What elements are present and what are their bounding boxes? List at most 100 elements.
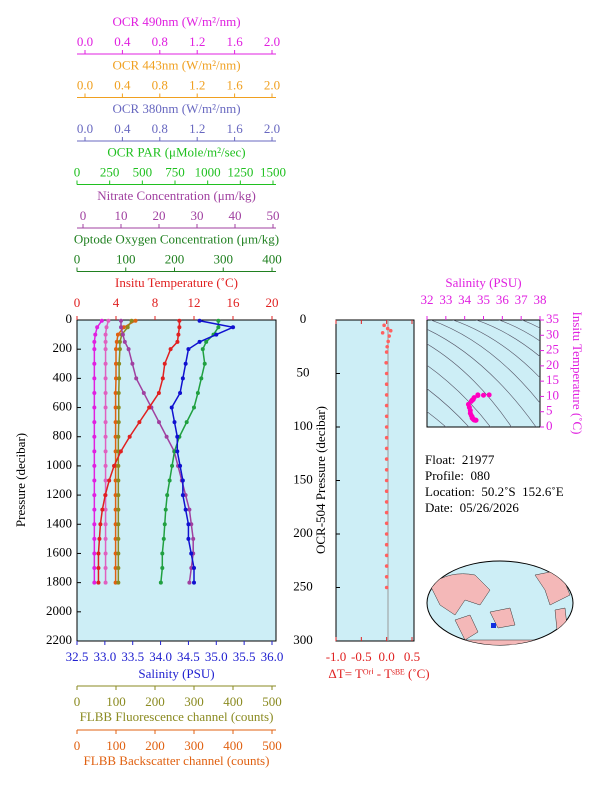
profile-point: [164, 434, 169, 439]
profile-point: [187, 507, 192, 512]
y-tick-label: 200: [53, 340, 73, 355]
x-tick-label: 500: [262, 738, 282, 753]
delta-point: [384, 478, 389, 483]
x-tick-label: 400: [223, 694, 243, 709]
x-tick-label: 200: [165, 251, 185, 266]
ts-point: [486, 392, 492, 398]
x-tick-label: 0.0: [77, 77, 93, 92]
profile-point: [165, 493, 170, 498]
x-tick-label: 0.4: [114, 77, 131, 92]
profile-point: [231, 325, 235, 330]
x-tick-label: 2.0: [264, 77, 280, 92]
profile-point: [176, 332, 181, 337]
profile-point: [161, 536, 166, 541]
x-axis-title: ΔT= Tᴼʳⁱ - Tˢᴮᴱ (˚C): [328, 666, 429, 681]
x-tick-label: 10: [115, 208, 128, 223]
x-tick-label: 300: [184, 694, 204, 709]
x-tick-label: 32.5: [66, 649, 89, 664]
y-axis-title: Insitu Temperature (˚C): [570, 311, 585, 434]
profile-point: [184, 420, 189, 425]
y-tick-label: 35: [546, 311, 559, 326]
x-tick-label: 750: [165, 164, 185, 179]
profile-point: [114, 339, 119, 344]
plot-area: [335, 319, 415, 642]
y-tick-label: 1800: [46, 574, 72, 589]
x-tick-label: 0: [80, 208, 87, 223]
plot-area: [426, 319, 541, 428]
profile-point: [103, 339, 108, 344]
profile-point: [103, 566, 108, 571]
y-tick-label: 20: [546, 357, 559, 372]
y-tick-label: 0: [300, 311, 307, 326]
y-tick-label: 200: [293, 525, 313, 540]
x-tick-label: 0: [74, 694, 81, 709]
profile-point: [112, 463, 117, 468]
profile-point: [117, 361, 122, 366]
profile-point: [116, 405, 121, 410]
profile-point: [116, 566, 121, 571]
profile-point: [163, 507, 168, 512]
profile-point: [177, 318, 182, 323]
profile-point: [116, 507, 121, 512]
delta-point: [384, 393, 389, 397]
profile-point: [175, 449, 180, 454]
profile-point: [99, 318, 104, 323]
delta-point: [384, 500, 389, 504]
x-tick-label: 32: [421, 292, 434, 307]
profile-point: [127, 434, 132, 439]
profile-point: [183, 361, 188, 366]
delta-point: [384, 361, 388, 365]
profile-point: [103, 551, 108, 556]
profile-point: [92, 522, 97, 527]
profile-point: [119, 325, 123, 330]
profile-point: [96, 566, 101, 571]
profile-point: [186, 347, 191, 352]
x-tick-label: 1.2: [189, 34, 205, 49]
y-tick-label: 800: [53, 428, 73, 443]
profile-point: [92, 566, 97, 571]
profile-point: [121, 325, 126, 330]
y-tick-label: 5: [546, 403, 553, 418]
profile-point: [114, 361, 118, 366]
profile-point: [116, 463, 121, 468]
profile-point: [160, 376, 165, 381]
y-tick-label: 15: [546, 372, 559, 387]
profile-point: [100, 507, 105, 512]
profile-point: [98, 522, 103, 527]
y-tick-label: 300: [293, 632, 313, 647]
delta-point: [384, 489, 389, 494]
profile-point: [116, 522, 121, 527]
profile-point: [115, 332, 120, 337]
x-tick-label: 50: [267, 208, 280, 223]
profile-point: [103, 449, 108, 454]
profile-point: [177, 325, 182, 330]
x-axis-title: FLBB Fluorescence channel (counts): [80, 709, 274, 724]
profile-point: [180, 478, 185, 483]
profile-point: [162, 361, 167, 366]
ts-point: [475, 393, 481, 399]
delta-point: [384, 382, 389, 387]
x-tick-label: 0.5: [404, 649, 420, 664]
profile-point: [130, 361, 135, 366]
x-tick-label: 12: [188, 295, 201, 310]
profile-point: [186, 536, 191, 541]
y-tick-label: 250: [293, 578, 313, 593]
x-tick-label: 1.2: [189, 121, 205, 136]
x-tick-label: 1.6: [226, 121, 243, 136]
delta-point: [384, 425, 389, 429]
profile-point: [103, 580, 108, 585]
delta-point: [384, 564, 389, 568]
profile-point: [103, 347, 108, 352]
profile-point: [175, 434, 180, 439]
delta-point: [384, 521, 389, 526]
x-tick-label: 1.6: [226, 77, 243, 92]
x-tick-label: 33: [439, 292, 452, 307]
x-tick-label: 0: [74, 295, 81, 310]
delta-point: [385, 326, 390, 331]
x-tick-label: 500: [262, 694, 282, 709]
profile-point: [178, 390, 183, 395]
profile-point: [116, 478, 121, 483]
delta-point: [387, 334, 392, 338]
x-tick-label: 0.4: [114, 121, 131, 136]
